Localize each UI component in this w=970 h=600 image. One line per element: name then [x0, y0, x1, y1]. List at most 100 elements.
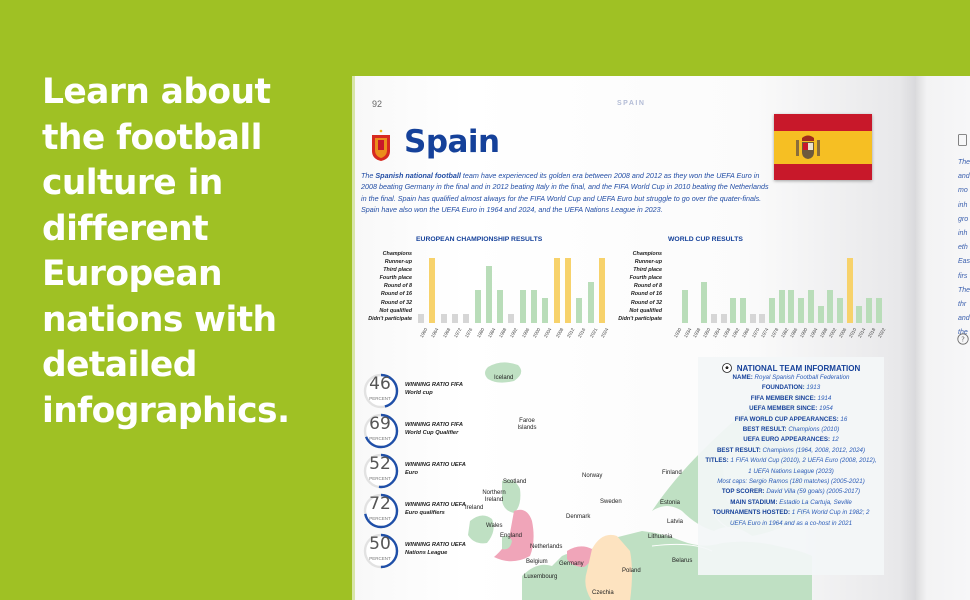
bar-1958 [720, 314, 727, 323]
map-label-northern-ireland: Northern Ireland [482, 490, 506, 503]
bar-2002 [827, 290, 834, 323]
ratio-unit: PERCENT [369, 556, 391, 561]
map-label-denmark: Denmark [566, 514, 591, 520]
ratio-value: 69 [369, 414, 391, 434]
y-level-label: Champions [632, 251, 662, 257]
x-tick-label: 1974 [760, 327, 770, 339]
x-tick-label: 2012 [565, 327, 576, 339]
ratio-value: 50 [369, 534, 391, 554]
bar-1976 [463, 314, 470, 323]
map-label-estonia: Estonia [660, 500, 681, 506]
bar-2021 [587, 282, 594, 323]
ratio-label: WINNING RATIO UEFA Nations League [405, 542, 466, 556]
bar-2024 [598, 257, 605, 323]
headline-line: the football [42, 117, 262, 158]
ratio-label: WINNING RATIO FIFA World Cup Qualifier [405, 422, 463, 436]
map-label-latvia: Latvia [667, 519, 684, 525]
ratio-label: WINNING RATIO UEFA Euro qualifiers [405, 502, 466, 516]
map-label-iceland: Iceland [494, 375, 514, 381]
bar-1970 [749, 314, 756, 323]
page-edge [352, 76, 355, 600]
ratio-unit: PERCENT [369, 436, 391, 441]
map-label-scotland: Scotland [503, 479, 527, 485]
info-row: TITLES: 1 FIFA World Cup (2010), 2 UEFA … [705, 457, 877, 475]
bar-2004 [542, 298, 549, 323]
ratio-ring-icon [363, 413, 399, 449]
x-tick-label: 2000 [532, 327, 542, 339]
ratio-value: 52 [369, 454, 391, 474]
map-label-luxembourg: Luxembourg [524, 574, 558, 580]
map-label-lithuania: Lithuania [648, 534, 673, 540]
info-row: FIFA MEMBER SINCE: 1914 [750, 394, 832, 402]
bar-2014 [856, 306, 863, 323]
text-fragment: mo [958, 187, 968, 195]
winning-ratio-item: 50 PERCENT WINNING RATIO UEFA Nations Le… [362, 532, 472, 572]
y-level-label: Not qualified [629, 307, 662, 314]
ratio-label: WINNING RATIO UEFA Euro [405, 462, 466, 476]
bar-1968 [440, 314, 447, 323]
x-tick-label: 2024 [599, 327, 610, 339]
y-axis-levels: Champions Runner-up Third place Fourth plac… [610, 250, 662, 323]
chart-plot: 1930 1934 1938 1950 1954 1958 1962 1966 1970 1974… [668, 250, 886, 339]
x-tick-label: 1998 [818, 327, 828, 339]
info-row: BEST RESULT: Champions (1964, 2008, 2012… [716, 446, 866, 454]
x-tick-label: 2022 [876, 327, 887, 339]
bar-2022 [875, 298, 882, 323]
info-row: MAIN STADIUM: Estadio La Cartuja, Sevill… [730, 498, 852, 506]
text-fragment: Eas [958, 258, 970, 266]
book-page-spain: 92 SPAIN Spain The Spanish national foot… [352, 76, 916, 600]
text-fragment: the [958, 329, 968, 337]
promo-headline: Learn about the football culture in diff… [42, 70, 342, 434]
bar-1988 [497, 290, 504, 323]
bar-2012 [564, 257, 571, 323]
bar-1934 [681, 290, 688, 323]
ratio-value: 72 [369, 494, 391, 514]
ratio-unit: PERCENT [369, 396, 391, 401]
chart-title: WORLD CUP RESULTS [668, 236, 743, 243]
bar-2000 [531, 290, 537, 323]
info-row: Most caps: Sergio Ramos (180 matches) (2… [717, 478, 865, 486]
info-row: UEFA EURO APPEARANCES: 12 [743, 436, 839, 444]
winning-ratio-item: 72 PERCENT WINNING RATIO UEFA Euro quali… [362, 492, 472, 532]
ratio-ring-icon [363, 453, 399, 489]
y-level-label: Champions [382, 251, 412, 257]
text-fragment: inh [958, 230, 968, 238]
bar-1950 [701, 282, 708, 323]
x-tick-label: 1976 [464, 327, 474, 339]
bar-1994 [807, 290, 814, 323]
x-tick-label: 2004 [543, 327, 553, 339]
y-level-label: Third place [633, 267, 662, 274]
x-tick-label: 1962 [731, 327, 741, 339]
national-team-info-panel: NATIONAL TEAM INFORMATION NAME: Royal Sp… [698, 357, 884, 575]
bar-1996 [519, 290, 526, 323]
map-label-germany: Germany [559, 561, 584, 567]
x-tick-label: 1938 [692, 327, 702, 339]
y-level-label: Round of 16 [380, 291, 412, 298]
chart-title: EUROPEAN CHAMPIONSHIP RESULTS [416, 236, 543, 243]
text-fragment: firs [958, 272, 968, 280]
device-icon [958, 134, 967, 146]
text-fragment: gro [958, 215, 969, 223]
x-tick-label: 1994 [808, 327, 819, 339]
y-level-label: Runner-up [384, 259, 412, 266]
map-label-poland: Poland [622, 568, 641, 574]
bar-1974 [759, 314, 766, 323]
map-label-norway: Norway [582, 473, 603, 479]
bar-1986 [788, 290, 795, 323]
x-tick-label: 1970 [750, 327, 761, 339]
x-tick-label: 1992 [509, 327, 519, 339]
info-row: FIFA WORLD CUP APPEARANCES: 16 [734, 415, 848, 423]
bar-1966 [739, 298, 746, 323]
y-level-label: Didn't participate [618, 315, 662, 322]
map-label-belarus: Belarus [672, 558, 693, 564]
ratio-ring-icon [363, 493, 399, 529]
x-tick-label: 2006 [837, 327, 848, 339]
x-tick-label: 1990 [799, 327, 809, 339]
text-fragment: and [958, 315, 970, 323]
country-title: Spain [404, 124, 500, 160]
y-level-label: Round of 16 [630, 291, 662, 298]
running-head: SPAIN [617, 100, 646, 107]
map-label-belgium: Belgium [526, 559, 548, 565]
x-tick-label: 1980 [475, 327, 485, 339]
text-fragment: and [958, 173, 970, 181]
